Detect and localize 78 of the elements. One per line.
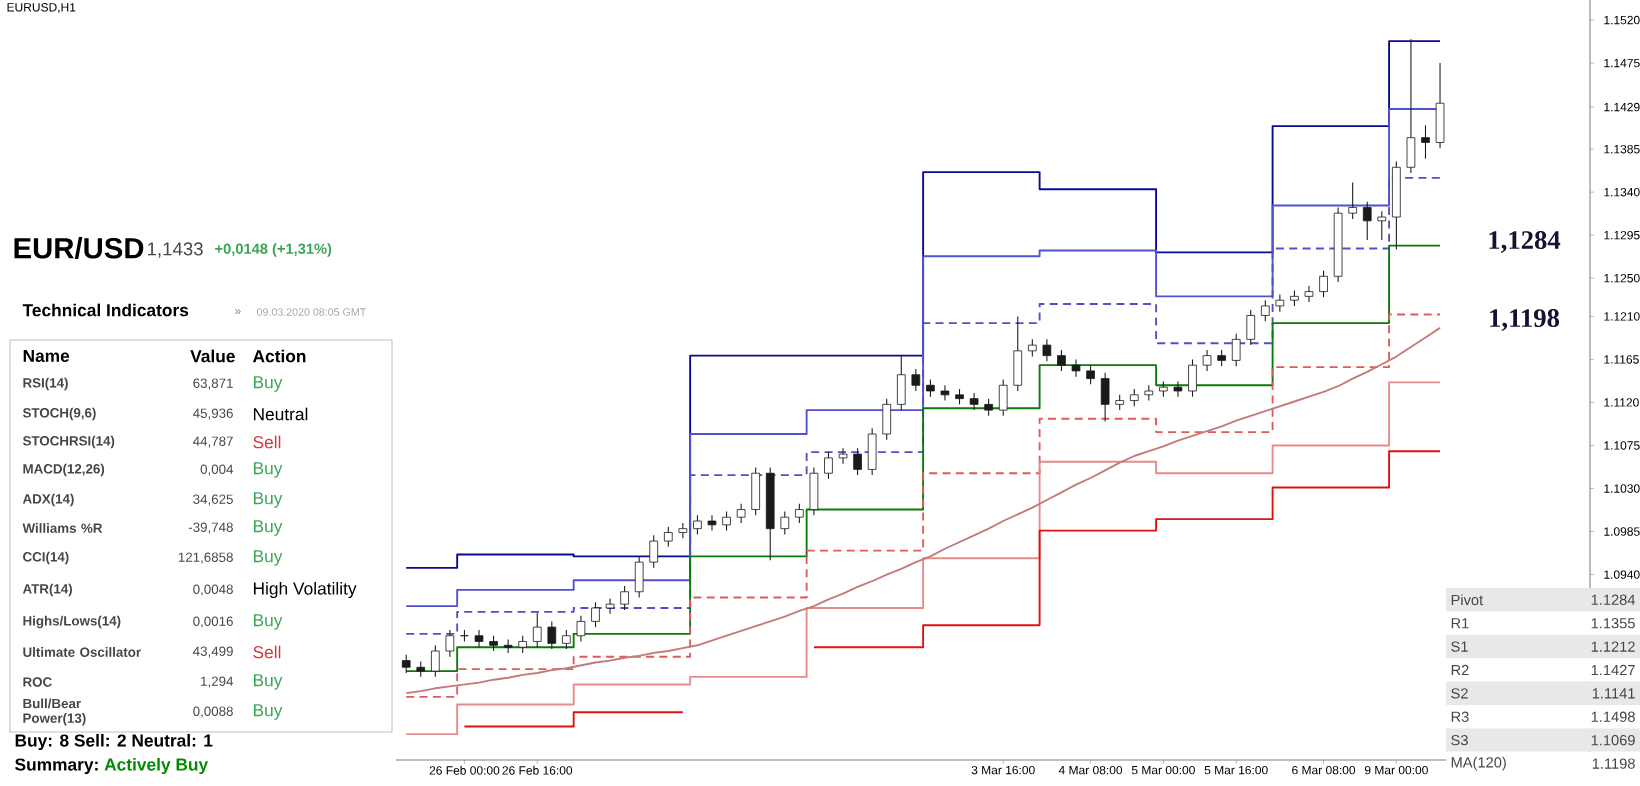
text: Buy: 8 Sell: 2 Neutral: 1 bbox=[15, 733, 213, 751]
candlestick bbox=[722, 510, 731, 532]
candlestick bbox=[474, 629, 484, 648]
text: Actively Buy bbox=[104, 757, 209, 775]
candlestick bbox=[547, 620, 557, 650]
candlestick bbox=[969, 392, 979, 411]
text: Buy bbox=[253, 614, 283, 630]
text: High Volatility bbox=[253, 581, 357, 599]
candlestick bbox=[896, 354, 906, 411]
candlestick bbox=[1362, 201, 1372, 241]
text: Action bbox=[252, 349, 306, 363]
candlestick bbox=[1246, 309, 1256, 346]
candlestick bbox=[445, 629, 455, 658]
text: Buy bbox=[253, 492, 283, 508]
candlestick bbox=[1377, 210, 1387, 241]
candlestick bbox=[780, 510, 790, 535]
text: Summary: bbox=[15, 758, 98, 775]
candlestick bbox=[1173, 380, 1183, 398]
candlestick bbox=[1202, 349, 1212, 372]
candlestick bbox=[532, 612, 542, 648]
text: Buy bbox=[253, 520, 283, 536]
candlestick bbox=[678, 522, 688, 539]
candlestick bbox=[591, 601, 600, 628]
text: Buy bbox=[253, 376, 283, 392]
candlestick bbox=[795, 503, 804, 524]
candlestick bbox=[1435, 62, 1445, 149]
candlestick bbox=[838, 447, 848, 465]
candlestick bbox=[707, 514, 717, 532]
candlestick bbox=[1071, 358, 1081, 378]
candlestick bbox=[1348, 182, 1357, 220]
candlestick bbox=[663, 526, 673, 548]
candlestick bbox=[1188, 358, 1197, 398]
text: Buy bbox=[253, 462, 283, 478]
candlestick bbox=[867, 427, 877, 476]
candlestick bbox=[431, 644, 440, 678]
candlestick bbox=[1231, 333, 1241, 367]
candlestick bbox=[649, 534, 659, 569]
candlestick bbox=[911, 368, 921, 392]
candlestick bbox=[620, 585, 629, 611]
candlestick bbox=[1406, 38, 1416, 174]
text: Neutral bbox=[253, 407, 308, 421]
candlestick bbox=[998, 378, 1008, 417]
text: Buy bbox=[253, 550, 283, 566]
candlestick bbox=[503, 639, 513, 654]
text: Buy bbox=[253, 674, 283, 690]
candlestick bbox=[1100, 372, 1110, 423]
candlestick bbox=[562, 629, 571, 650]
candlestick bbox=[1057, 349, 1066, 372]
candlestick bbox=[882, 398, 892, 441]
candlestick bbox=[940, 384, 950, 402]
candlestick bbox=[853, 447, 862, 476]
candlestick bbox=[809, 466, 819, 516]
candlestick bbox=[824, 451, 833, 480]
candlestick bbox=[634, 555, 644, 599]
candlestick bbox=[605, 597, 615, 615]
candlestick bbox=[1304, 285, 1314, 303]
candlestick bbox=[1421, 124, 1430, 160]
text: 1,1433 bbox=[147, 242, 203, 258]
candlestick bbox=[1275, 293, 1285, 313]
text: Name bbox=[23, 349, 70, 363]
candlestick bbox=[1260, 299, 1270, 322]
text: Buy bbox=[253, 704, 283, 720]
text: Sell bbox=[253, 645, 281, 659]
candlestick bbox=[736, 503, 746, 524]
candlestick bbox=[751, 466, 760, 516]
text: EUR/USD bbox=[14, 237, 144, 259]
text: 1,1284 bbox=[1489, 231, 1561, 253]
candlestick bbox=[1042, 338, 1052, 362]
text: Value bbox=[190, 349, 235, 363]
candlestick bbox=[693, 514, 702, 535]
candlestick bbox=[401, 654, 411, 674]
candlestick bbox=[576, 615, 586, 642]
candlestick bbox=[1086, 364, 1095, 385]
text: Technical Indicators bbox=[22, 303, 189, 317]
text: Sell bbox=[253, 435, 281, 449]
candlestick bbox=[1013, 315, 1023, 392]
candlestick bbox=[1319, 270, 1328, 298]
text: 1,1198 bbox=[1490, 309, 1560, 331]
